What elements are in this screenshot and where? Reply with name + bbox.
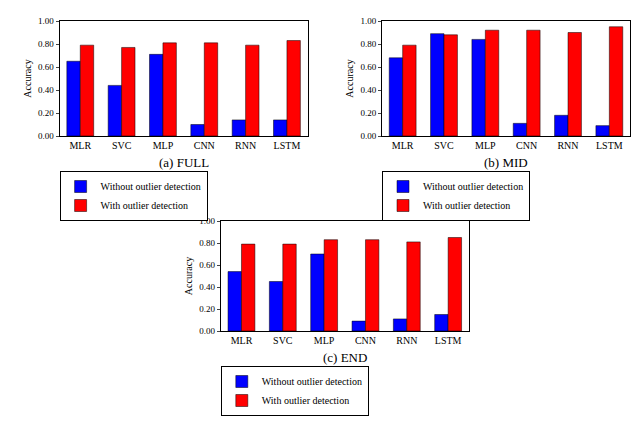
svg-text:MLP: MLP (314, 335, 335, 346)
svg-text:RNN: RNN (396, 335, 417, 346)
svg-text:LSTM: LSTM (435, 335, 462, 346)
svg-text:0.20: 0.20 (38, 108, 54, 118)
svg-text:1.00: 1.00 (38, 16, 54, 26)
svg-text:0.80: 0.80 (360, 39, 376, 49)
svg-text:SVC: SVC (273, 335, 293, 346)
svg-text:CNN: CNN (355, 335, 376, 346)
svg-text:Accuracy: Accuracy (22, 59, 33, 97)
svg-text:0.20: 0.20 (360, 108, 376, 118)
svg-text:0.00: 0.00 (38, 131, 54, 141)
svg-text:Without outlier detection: Without outlier detection (423, 181, 523, 192)
svg-text:0.40: 0.40 (360, 85, 376, 95)
svg-text:1.00: 1.00 (360, 16, 376, 26)
svg-text:CNN: CNN (194, 140, 215, 151)
svg-text:(a) FULL: (a) FULL (159, 155, 209, 170)
svg-text:0.60: 0.60 (38, 62, 54, 72)
svg-text:MLP: MLP (475, 140, 496, 151)
svg-text:LSTM: LSTM (274, 140, 301, 151)
svg-text:With outlier detection: With outlier detection (423, 200, 510, 211)
svg-text:MLR: MLR (392, 140, 414, 151)
svg-text:0.40: 0.40 (199, 282, 215, 292)
svg-text:(b) MID: (b) MID (484, 155, 528, 170)
svg-text:0.60: 0.60 (360, 62, 376, 72)
svg-text:With outlier detection: With outlier detection (101, 200, 188, 211)
svg-text:Accuracy: Accuracy (344, 59, 355, 97)
svg-text:Without outlier detection: Without outlier detection (101, 181, 201, 192)
svg-text:Without outlier detection: Without outlier detection (262, 376, 362, 387)
svg-text:MLR: MLR (231, 335, 253, 346)
svg-text:1.00: 1.00 (199, 216, 215, 227)
svg-text:SVC: SVC (434, 140, 454, 151)
svg-text:0.00: 0.00 (199, 326, 215, 336)
svg-text:(c) END: (c) END (323, 350, 367, 365)
svg-text:0.00: 0.00 (360, 131, 376, 141)
svg-text:0.60: 0.60 (199, 260, 215, 270)
svg-text:0.40: 0.40 (38, 85, 54, 95)
svg-text:CNN: CNN (516, 140, 537, 151)
svg-text:SVC: SVC (112, 140, 132, 151)
svg-text:With outlier detection: With outlier detection (262, 395, 349, 406)
svg-text:RNN: RNN (235, 140, 256, 151)
svg-text:0.80: 0.80 (199, 238, 215, 248)
svg-text:LSTM: LSTM (596, 140, 623, 151)
svg-text:0.20: 0.20 (199, 304, 215, 314)
svg-text:MLP: MLP (153, 140, 174, 151)
svg-text:MLR: MLR (69, 140, 91, 151)
svg-text:RNN: RNN (557, 140, 578, 151)
svg-text:0.80: 0.80 (38, 39, 54, 49)
svg-text:Accuracy: Accuracy (183, 257, 194, 295)
